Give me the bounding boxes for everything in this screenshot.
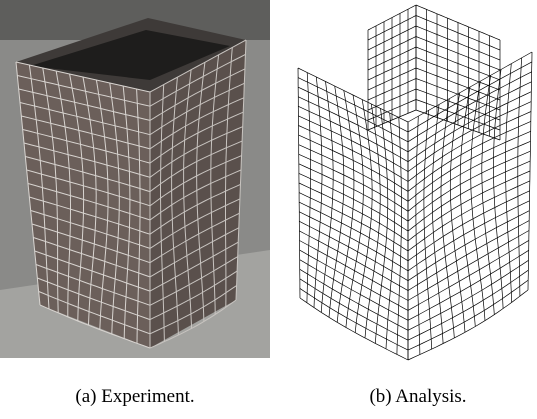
grid-line [314,77,322,308]
grid-line [518,58,522,296]
page: {"figure": {"captions": ["(a) Experiment… [0,0,537,419]
grid-line [408,270,528,340]
grid-line [408,171,530,241]
grid-line [416,116,420,354]
grid-line [482,75,495,314]
caption-b: (b) Analysis. [288,386,537,408]
grid-line [298,97,408,152]
grid-line [408,280,528,350]
grid-line [300,279,408,340]
experiment-photo [0,0,270,358]
grid-line [397,118,402,355]
grid-line [300,288,408,350]
grid-line [493,70,503,309]
grid-line [432,105,443,344]
grid-line [506,64,512,303]
grid-line [329,86,344,317]
box-right-face [150,40,246,348]
analysis-mesh [298,5,532,360]
grid-line [408,191,530,261]
grid-line [441,99,454,338]
grid-line [300,298,408,360]
grid-line [408,141,531,211]
figure [0,0,537,380]
grid-line [299,164,408,221]
grid-line [298,78,408,132]
grid-line [299,145,408,202]
caption-a: (a) Experiment. [5,386,265,408]
grid-line [386,113,395,349]
